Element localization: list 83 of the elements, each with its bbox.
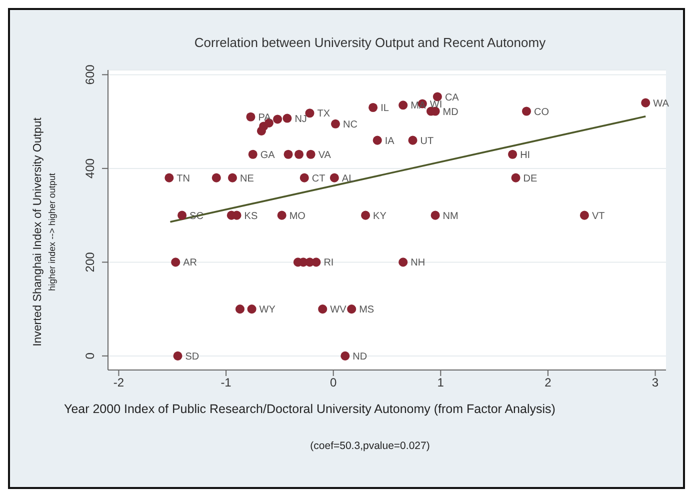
point	[246, 112, 256, 122]
point	[300, 173, 309, 182]
y-tick-label: 200	[83, 252, 97, 272]
point	[247, 304, 256, 314]
data-label: SD	[185, 351, 200, 362]
point	[228, 173, 237, 182]
point	[432, 92, 442, 102]
data-label: AL	[342, 173, 355, 184]
data-label: WV	[330, 304, 347, 316]
data-label: VT	[592, 210, 605, 222]
point	[164, 173, 174, 182]
y-tick-label: 400	[83, 158, 97, 178]
x-tick-label: -2	[113, 376, 124, 390]
point	[284, 150, 293, 159]
point	[508, 150, 518, 159]
point	[277, 210, 286, 220]
data-label: KY	[373, 210, 387, 222]
data-label: MS	[359, 304, 374, 316]
data-label: NH	[410, 258, 426, 269]
point	[212, 173, 221, 182]
data-label: GA	[260, 150, 276, 161]
y-tick-label: 600	[83, 64, 97, 85]
data-label: MO	[289, 210, 306, 222]
data-label: NJ	[294, 114, 307, 125]
data-label: PA	[258, 112, 272, 124]
data-label: VA	[318, 150, 332, 161]
point	[235, 304, 244, 314]
point	[306, 150, 316, 159]
x-tick-label: 0	[330, 376, 337, 390]
y-axis-title: Inverted Shanghai Index of University Output	[32, 118, 44, 346]
text: higher index --> higher output	[47, 173, 57, 291]
data-label: MD	[442, 106, 458, 118]
data-label: ND	[352, 351, 368, 362]
point	[178, 210, 187, 220]
point	[347, 304, 356, 314]
data-label: CO	[534, 106, 550, 118]
data-label: UT	[420, 136, 434, 147]
point	[641, 98, 650, 108]
x-axis-title: Year 2000 Index of Public Research/Doctoral University Autonomy (from Factor Analysis)	[64, 402, 556, 416]
point	[430, 210, 440, 220]
point	[511, 173, 520, 182]
point	[398, 100, 408, 110]
x-tick-label: 1	[437, 376, 444, 390]
point	[330, 119, 340, 128]
point	[368, 102, 378, 112]
data-label: TX	[317, 108, 330, 120]
point	[408, 136, 418, 145]
point	[294, 150, 304, 159]
data-label: WA	[653, 98, 670, 110]
data-label: CA	[444, 92, 460, 104]
point	[330, 173, 339, 182]
point	[248, 150, 258, 159]
data-label: TN	[176, 173, 190, 184]
data-label: NC	[343, 119, 358, 130]
x-tick-label: -1	[220, 376, 232, 390]
text: (coef=50.3,pvalue=0.027)	[309, 440, 431, 452]
point	[305, 108, 314, 118]
data-label: IA	[384, 136, 395, 147]
data-label: KS	[244, 210, 258, 222]
data-label: HI	[520, 150, 530, 161]
data-label: IL	[380, 103, 390, 114]
point	[340, 351, 350, 360]
point	[522, 106, 532, 116]
data-label: NE	[240, 173, 254, 184]
data-label: DE	[523, 173, 538, 184]
data-label: NM	[442, 210, 458, 222]
point	[372, 136, 382, 145]
point	[273, 114, 282, 124]
point	[171, 258, 180, 267]
y-tick-label: 0	[83, 352, 97, 360]
x-tick-label: 3	[652, 376, 659, 390]
point	[318, 304, 328, 314]
data-label: CT	[312, 173, 326, 184]
data-label: AR	[183, 258, 198, 269]
point	[398, 258, 408, 267]
data-label: RI	[324, 258, 334, 269]
x-tick-label: 2	[544, 376, 552, 390]
data-label: WY	[259, 304, 276, 316]
point	[173, 351, 182, 360]
chart-title: Correlation between University Output and Recent Autonomy	[193, 35, 547, 50]
point	[361, 210, 370, 220]
point	[282, 114, 292, 123]
point	[580, 210, 589, 220]
